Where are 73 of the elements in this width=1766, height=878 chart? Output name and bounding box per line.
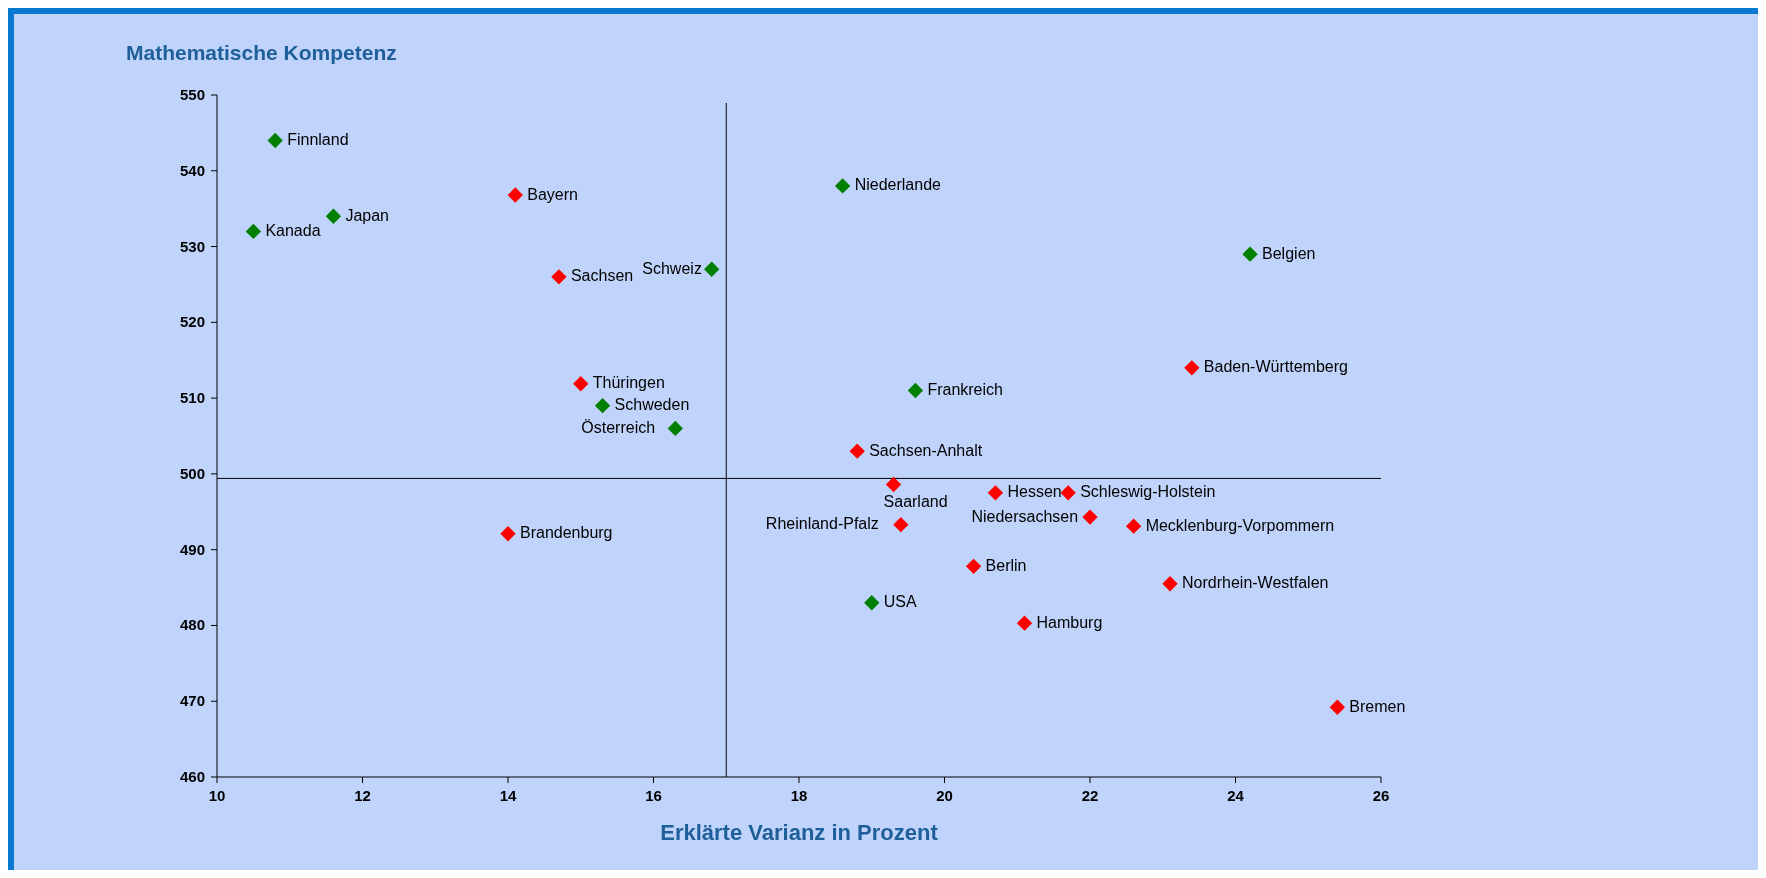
x-tick-label: 26: [1372, 787, 1390, 804]
annotation: Schweden: [614, 396, 690, 414]
y-tick-label: 550: [179, 86, 205, 103]
point: [885, 476, 902, 493]
y-tick-label: 490: [179, 540, 205, 558]
annotation: Sachsen-Anhalt: [869, 441, 983, 459]
annotation: Bayern: [527, 185, 578, 203]
point: [864, 595, 880, 611]
point: [987, 485, 1004, 501]
annotation: Baden-Württemberg: [1203, 358, 1348, 376]
x-tick-label: 18: [790, 787, 808, 804]
x-tick-label: 14: [499, 787, 517, 804]
annotation: Hessen: [1007, 483, 1062, 501]
annotation: Finnland: [287, 130, 349, 148]
y-tick-label: 510: [179, 389, 205, 407]
point: [1125, 518, 1142, 534]
point: [965, 558, 982, 575]
point: [551, 269, 567, 285]
point: [1082, 509, 1098, 525]
annotation: Frankreich: [927, 381, 1003, 399]
point: [507, 187, 523, 203]
x-tick-label: 20: [936, 787, 953, 804]
annotation: Kanada: [265, 221, 321, 239]
y-tick-label: 470: [179, 692, 205, 710]
point: [907, 382, 924, 399]
point: [573, 376, 589, 392]
point: [245, 223, 262, 240]
point: [1242, 246, 1258, 262]
point: [500, 526, 516, 542]
y-tick-label: 460: [179, 768, 205, 785]
chart-title: Mathematische Kompetenz: [126, 41, 397, 64]
x-axis-title: Erklärte Varianz in Prozent: [660, 820, 939, 845]
annotation: Berlin: [985, 556, 1027, 574]
y-tick-label: 530: [179, 237, 205, 255]
point: [1060, 485, 1076, 501]
point: [834, 178, 851, 194]
x-tick-label: 12: [354, 787, 371, 804]
point: [704, 261, 720, 277]
y-tick-label: 520: [179, 313, 205, 331]
point: [1184, 360, 1200, 376]
annotation: Sachsen: [570, 267, 634, 285]
point: [1329, 699, 1346, 715]
annotation: Brandenburg: [520, 524, 613, 542]
annotation: Nordrhein-Westfalen: [1182, 574, 1329, 592]
annotation: Japan: [345, 206, 389, 224]
x-tick-label: 24: [1227, 787, 1245, 804]
y-tick-label: 500: [179, 464, 205, 482]
y-tick-label: 480: [179, 616, 205, 634]
point: [893, 516, 909, 533]
annotation: Schweiz: [642, 259, 702, 277]
annotation: Mecklenburg-Vorpommern: [1145, 516, 1335, 534]
annotation: Schleswig-Holstein: [1080, 483, 1216, 501]
point: [1162, 576, 1178, 592]
annotation: USA: [883, 593, 917, 611]
annotation: Rheinland-Pfalz: [765, 515, 879, 533]
annotation: Niederlande: [854, 176, 942, 194]
annotation: Saarland: [883, 493, 948, 511]
annotation: Österreich: [581, 418, 656, 436]
point: [325, 208, 342, 224]
annotation: Belgien: [1262, 244, 1316, 262]
annotation: Bremen: [1349, 697, 1406, 715]
point: [267, 132, 283, 149]
point: [594, 398, 611, 414]
annotation: Niedersachsen: [971, 507, 1079, 525]
y-tick-label: 540: [179, 161, 205, 179]
point: [667, 420, 683, 437]
point: [849, 443, 865, 459]
annotation: Thüringen: [592, 374, 665, 392]
x-tick-label: 22: [1081, 787, 1099, 804]
point: [1016, 615, 1033, 631]
x-tick-label: 16: [645, 787, 662, 804]
x-tick-label: 10: [208, 787, 226, 804]
annotation: Hamburg: [1036, 613, 1103, 631]
